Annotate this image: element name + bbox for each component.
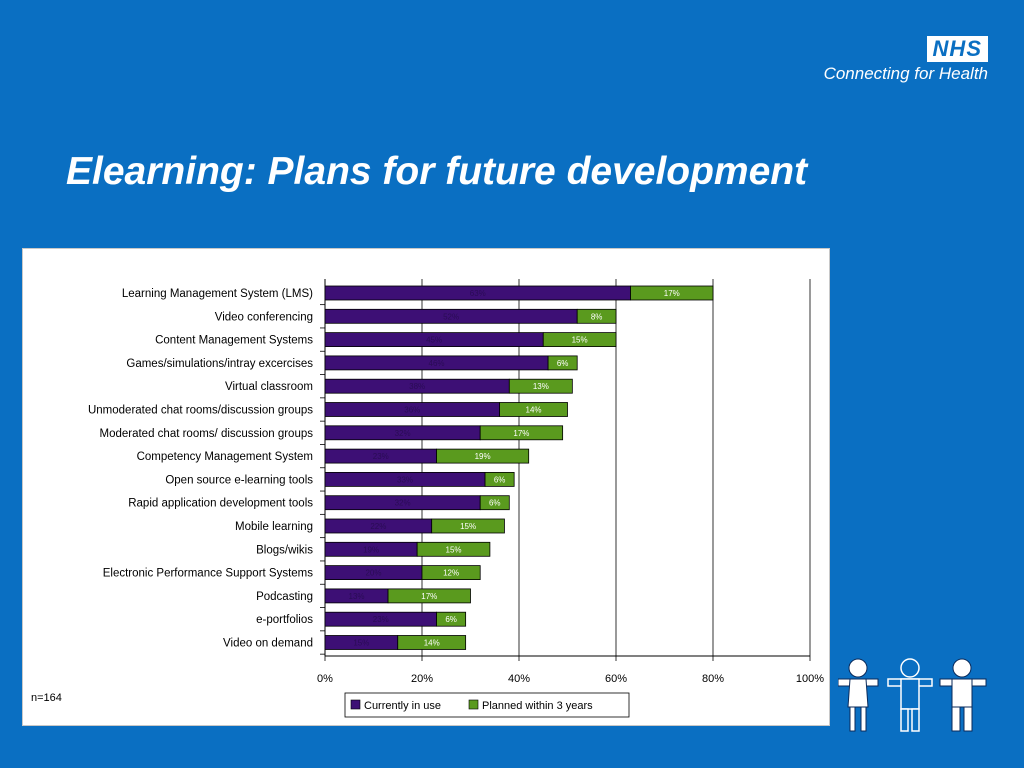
data-label: 23% <box>373 615 389 624</box>
bar-planned-within-3-years <box>397 635 467 650</box>
data-label: 15% <box>446 545 462 554</box>
data-label: 14% <box>526 406 542 415</box>
brand-logo: NHS Connecting for Health <box>824 36 988 84</box>
bar-planned-within-3-years <box>508 378 573 394</box>
data-label: 22% <box>370 522 386 531</box>
data-label: 13% <box>533 382 549 391</box>
x-tick-label: 20% <box>411 673 433 685</box>
x-tick-label: 0% <box>317 673 333 685</box>
category-label: Competency Management System <box>137 451 313 463</box>
data-label: 15% <box>572 336 588 345</box>
category-label: Blogs/wikis <box>256 544 313 556</box>
data-label: 12% <box>443 569 459 578</box>
bar-planned-within-3-years <box>387 588 471 604</box>
data-label: 46% <box>429 359 445 368</box>
category-label: Mobile learning <box>235 521 313 533</box>
legend-swatch <box>350 699 361 710</box>
bar-planned-within-3-years <box>547 355 578 371</box>
data-label: 14% <box>424 639 440 648</box>
category-label: Rapid application development tools <box>128 498 313 510</box>
data-label: 6% <box>557 359 569 368</box>
data-label: 33% <box>397 475 413 484</box>
bar-planned-within-3-years <box>416 541 491 557</box>
chart-panel: 0% 20% 40% 60% 80% 100% Learning Management Sy… <box>22 248 830 726</box>
data-label: 6% <box>494 475 506 484</box>
data-label: 38% <box>409 382 425 391</box>
data-label: 8% <box>591 312 603 321</box>
bar-planned-within-3-years <box>542 332 617 347</box>
legend-label: Currently in use <box>364 700 441 712</box>
category-label: Electronic Performance Support Systems <box>103 568 314 580</box>
bar-planned-within-3-years <box>576 308 617 324</box>
data-label: 17% <box>421 592 437 601</box>
x-tick-label: 100% <box>796 673 824 685</box>
x-tick-label: 40% <box>508 673 530 685</box>
slide-title: Elearning: Plans for future development <box>66 150 808 193</box>
data-label: 63% <box>470 289 486 298</box>
bar-planned-within-3-years <box>479 495 510 511</box>
data-label: 17% <box>513 429 529 438</box>
legend-label: Planned within 3 years <box>482 700 593 712</box>
category-label: Unmoderated chat rooms/discussion groups <box>88 405 313 417</box>
x-tick-label: 80% <box>702 673 724 685</box>
sample-size-note: n=164 <box>31 692 62 704</box>
data-label: 6% <box>489 499 501 508</box>
bar-planned-within-3-years <box>479 425 564 441</box>
data-label: 15% <box>353 639 369 648</box>
data-label: 52% <box>443 312 459 321</box>
bar-planned-within-3-years <box>484 471 515 487</box>
data-label: 15% <box>460 522 476 531</box>
brand-badge: NHS <box>926 36 988 62</box>
data-label: 45% <box>426 336 442 345</box>
data-label: 36% <box>404 406 420 415</box>
data-label: 20% <box>365 569 381 578</box>
stacked-bar-chart: 0% 20% 40% 60% 80% 100% Learning Management Sy… <box>31 279 824 718</box>
category-label: Games/simulations/intray excercises <box>126 358 313 370</box>
bar-planned-within-3-years <box>431 518 505 534</box>
bar-planned-within-3-years <box>421 565 481 581</box>
category-label: Learning Management System (LMS) <box>122 288 313 300</box>
category-label: Content Management Systems <box>155 335 313 347</box>
data-label: 6% <box>445 615 457 624</box>
data-label: 19% <box>475 452 491 461</box>
category-label: Moderated chat rooms/ discussion groups <box>100 428 314 440</box>
bar-planned-within-3-years <box>436 448 530 464</box>
legend-box <box>344 692 630 718</box>
three-people-icon <box>838 658 987 732</box>
data-label: 19% <box>363 545 379 554</box>
data-label: 17% <box>664 289 680 298</box>
bar-planned-within-3-years <box>436 611 467 627</box>
category-label: Open source e-learning tools <box>165 474 313 486</box>
data-label: 32% <box>395 429 411 438</box>
category-label: Video on demand <box>223 638 313 650</box>
category-label: Virtual classroom <box>225 381 313 393</box>
category-label: e-portfolios <box>256 614 313 626</box>
brand-tagline: Connecting for Health <box>823 64 988 83</box>
category-label: Podcasting <box>256 591 313 603</box>
x-tick-label: 60% <box>605 673 627 685</box>
category-label: Video conferencing <box>215 311 313 323</box>
data-label: 23% <box>373 452 389 461</box>
legend-swatch <box>468 699 479 710</box>
bar-planned-within-3-years <box>499 402 568 417</box>
data-label: 13% <box>349 592 365 601</box>
data-label: 32% <box>395 499 411 508</box>
bar-planned-within-3-years <box>630 285 714 301</box>
